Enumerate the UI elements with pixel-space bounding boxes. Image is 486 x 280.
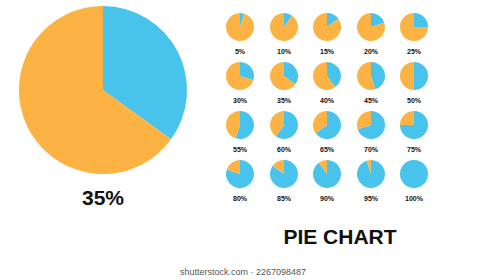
pie-slice [226, 160, 254, 188]
pie-slice [357, 62, 375, 90]
pie [270, 62, 298, 90]
pie-slice [367, 160, 371, 174]
pie-slice [270, 111, 284, 136]
pie [313, 62, 341, 90]
pie-label: 80% [233, 195, 248, 202]
pie-label: 10% [277, 48, 292, 55]
pie-slice [400, 160, 428, 188]
pie-slice [313, 111, 327, 133]
pie [19, 6, 187, 174]
pie-label: 30% [233, 97, 248, 104]
footer-strip [0, 262, 486, 280]
pie [226, 62, 254, 90]
pie [270, 13, 298, 41]
pie [400, 160, 428, 188]
pie [270, 111, 298, 139]
pie-label: 65% [320, 146, 335, 153]
pie [357, 13, 385, 41]
pie-label: 35% [277, 97, 292, 104]
pie-label: 85% [277, 195, 292, 202]
pie-slice [270, 160, 298, 188]
pie-slice [400, 111, 428, 139]
pie-label: 95% [364, 195, 379, 202]
pie-slice [358, 111, 385, 139]
pie-slice [273, 160, 284, 174]
pie-label: 55% [233, 146, 248, 153]
pie [270, 160, 298, 188]
pie [400, 111, 428, 139]
pie-slice [270, 13, 298, 41]
pie-label: 35% [82, 186, 124, 209]
pie-slice [414, 13, 428, 27]
pie-label: 75% [407, 146, 422, 153]
pie [226, 111, 254, 139]
pie-slice [400, 111, 414, 125]
pie-slice [313, 13, 341, 41]
pie-slice [226, 13, 254, 41]
pie-label: 40% [320, 97, 335, 104]
canvas: 35% 5% 10% 15% 20% 25% 30% 35% 40% 45% 50% 55% 60% 65… [0, 0, 486, 280]
pie-slice [357, 13, 385, 41]
pie [400, 13, 428, 41]
pie-slice [227, 160, 240, 174]
pie-label: 100% [405, 195, 424, 202]
pie-label: 60% [277, 146, 292, 153]
pie-slice [226, 111, 240, 138]
pie-slice [19, 6, 171, 174]
pie-label: 70% [364, 146, 379, 153]
pie-label: 90% [320, 195, 335, 202]
pie-label: 25% [407, 48, 422, 55]
watermark: shutterstock.com · 2267098487 [180, 267, 306, 277]
pie-slice [400, 13, 428, 41]
main-title: PIE CHART [283, 225, 396, 248]
pie-slice [319, 160, 327, 174]
pie [313, 13, 341, 41]
pie [400, 62, 428, 90]
pie-label: 45% [364, 97, 379, 104]
pie [313, 111, 341, 139]
pie-slice [313, 160, 341, 188]
pie-slice [400, 62, 414, 90]
pie [357, 111, 385, 139]
pie-slice [357, 111, 371, 129]
pie-slice [226, 62, 253, 90]
pie-slice [313, 62, 335, 90]
pie [357, 62, 385, 90]
pie-label: 15% [320, 48, 335, 55]
pie-label: 20% [364, 48, 379, 55]
pie [226, 13, 254, 41]
pie-label: 5% [235, 48, 246, 55]
pie-slice [270, 62, 295, 90]
pie-slice [357, 160, 385, 188]
pie [357, 160, 385, 188]
pie [226, 160, 254, 188]
pie-label: 50% [407, 97, 422, 104]
pie-slice [414, 62, 428, 90]
pie [313, 160, 341, 188]
